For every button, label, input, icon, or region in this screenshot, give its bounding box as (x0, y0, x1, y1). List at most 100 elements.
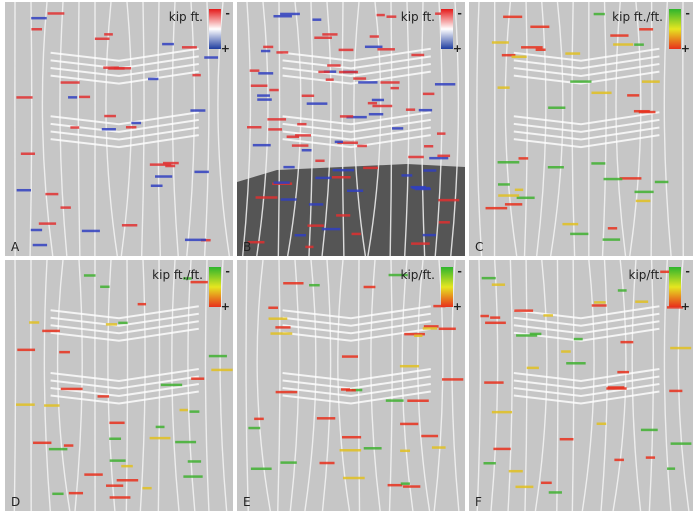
force-label (347, 190, 363, 193)
column-line (158, 2, 160, 256)
force-label (275, 326, 290, 329)
force-label (342, 436, 361, 439)
force-label (49, 448, 68, 451)
render (469, 260, 693, 511)
force-label (155, 175, 172, 178)
force-label (646, 456, 655, 459)
legend-unit: kip/ft. (629, 268, 663, 282)
force-label (109, 437, 121, 440)
force-label (16, 96, 32, 99)
force-label (388, 484, 403, 487)
force-label (340, 449, 362, 452)
force-label (104, 33, 113, 36)
force-label (549, 491, 562, 494)
force-label (565, 52, 580, 55)
floor-line (514, 392, 660, 404)
force-label (100, 286, 109, 289)
force-label (386, 15, 396, 18)
force-label (667, 467, 675, 470)
force-label (309, 284, 320, 287)
force-label (340, 115, 353, 118)
force-label (45, 193, 58, 196)
force-label (33, 244, 47, 247)
force-label (364, 447, 382, 450)
force-label (267, 118, 286, 121)
column-line (44, 260, 50, 511)
force-label (268, 128, 282, 131)
force-label (346, 389, 356, 392)
force-label (189, 410, 199, 413)
column-line (537, 2, 546, 256)
force-label (512, 56, 527, 59)
force-label (209, 355, 227, 358)
legend-sign: + (453, 42, 462, 55)
legend-bar (209, 267, 221, 307)
force-label (188, 460, 201, 463)
render (237, 260, 465, 511)
force-label (281, 198, 297, 201)
legend-bar (209, 9, 221, 49)
force-label (498, 183, 510, 186)
force-label (261, 50, 270, 53)
force-label (151, 185, 163, 188)
force-label (639, 111, 656, 114)
force-label (493, 448, 510, 451)
column-line (477, 2, 482, 256)
force-label (183, 475, 202, 478)
force-label (412, 187, 430, 190)
force-label (211, 369, 232, 372)
force-label (315, 160, 324, 163)
force-label (263, 46, 273, 49)
force-label (490, 316, 500, 319)
ground (237, 164, 465, 256)
force-label (335, 141, 343, 144)
force-label (432, 446, 446, 449)
panel-label: D (11, 495, 20, 509)
force-label (515, 189, 523, 192)
force-label (437, 132, 445, 135)
force-label (180, 409, 188, 412)
force-label (336, 214, 350, 217)
force-label (438, 199, 459, 202)
column-line (14, 260, 15, 511)
force-label (31, 17, 47, 20)
force-label (162, 43, 174, 46)
force-label (247, 126, 261, 129)
force-label (521, 46, 543, 49)
column-line (572, 2, 575, 256)
render (5, 260, 233, 511)
force-label (302, 149, 312, 152)
force-label (191, 377, 204, 380)
force-label (274, 181, 290, 184)
force-label (505, 203, 522, 206)
force-label (17, 189, 31, 192)
legend-unit: kip ft./ft. (612, 10, 663, 24)
force-label (295, 134, 311, 137)
force-label (423, 234, 436, 237)
force-label (498, 86, 510, 89)
force-label (82, 230, 100, 233)
force-label (163, 162, 179, 165)
column-line (359, 260, 360, 511)
legend-sign: - (685, 7, 690, 20)
force-label (322, 228, 341, 231)
force-label (256, 196, 278, 199)
force-label (269, 317, 288, 320)
force-label (84, 274, 96, 277)
force-label (614, 459, 624, 462)
force-label (322, 33, 337, 36)
force-label (16, 403, 35, 406)
force-label (530, 333, 542, 336)
force-label (380, 81, 399, 84)
force-label (591, 92, 611, 95)
force-label (429, 157, 448, 160)
force-label (591, 162, 605, 165)
legend-bar (441, 267, 453, 307)
force-label (503, 16, 522, 19)
force-label (486, 207, 508, 210)
render (237, 2, 465, 256)
force-label (292, 144, 309, 147)
force-label (268, 307, 278, 310)
column-line (525, 260, 527, 511)
force-label (372, 99, 384, 102)
